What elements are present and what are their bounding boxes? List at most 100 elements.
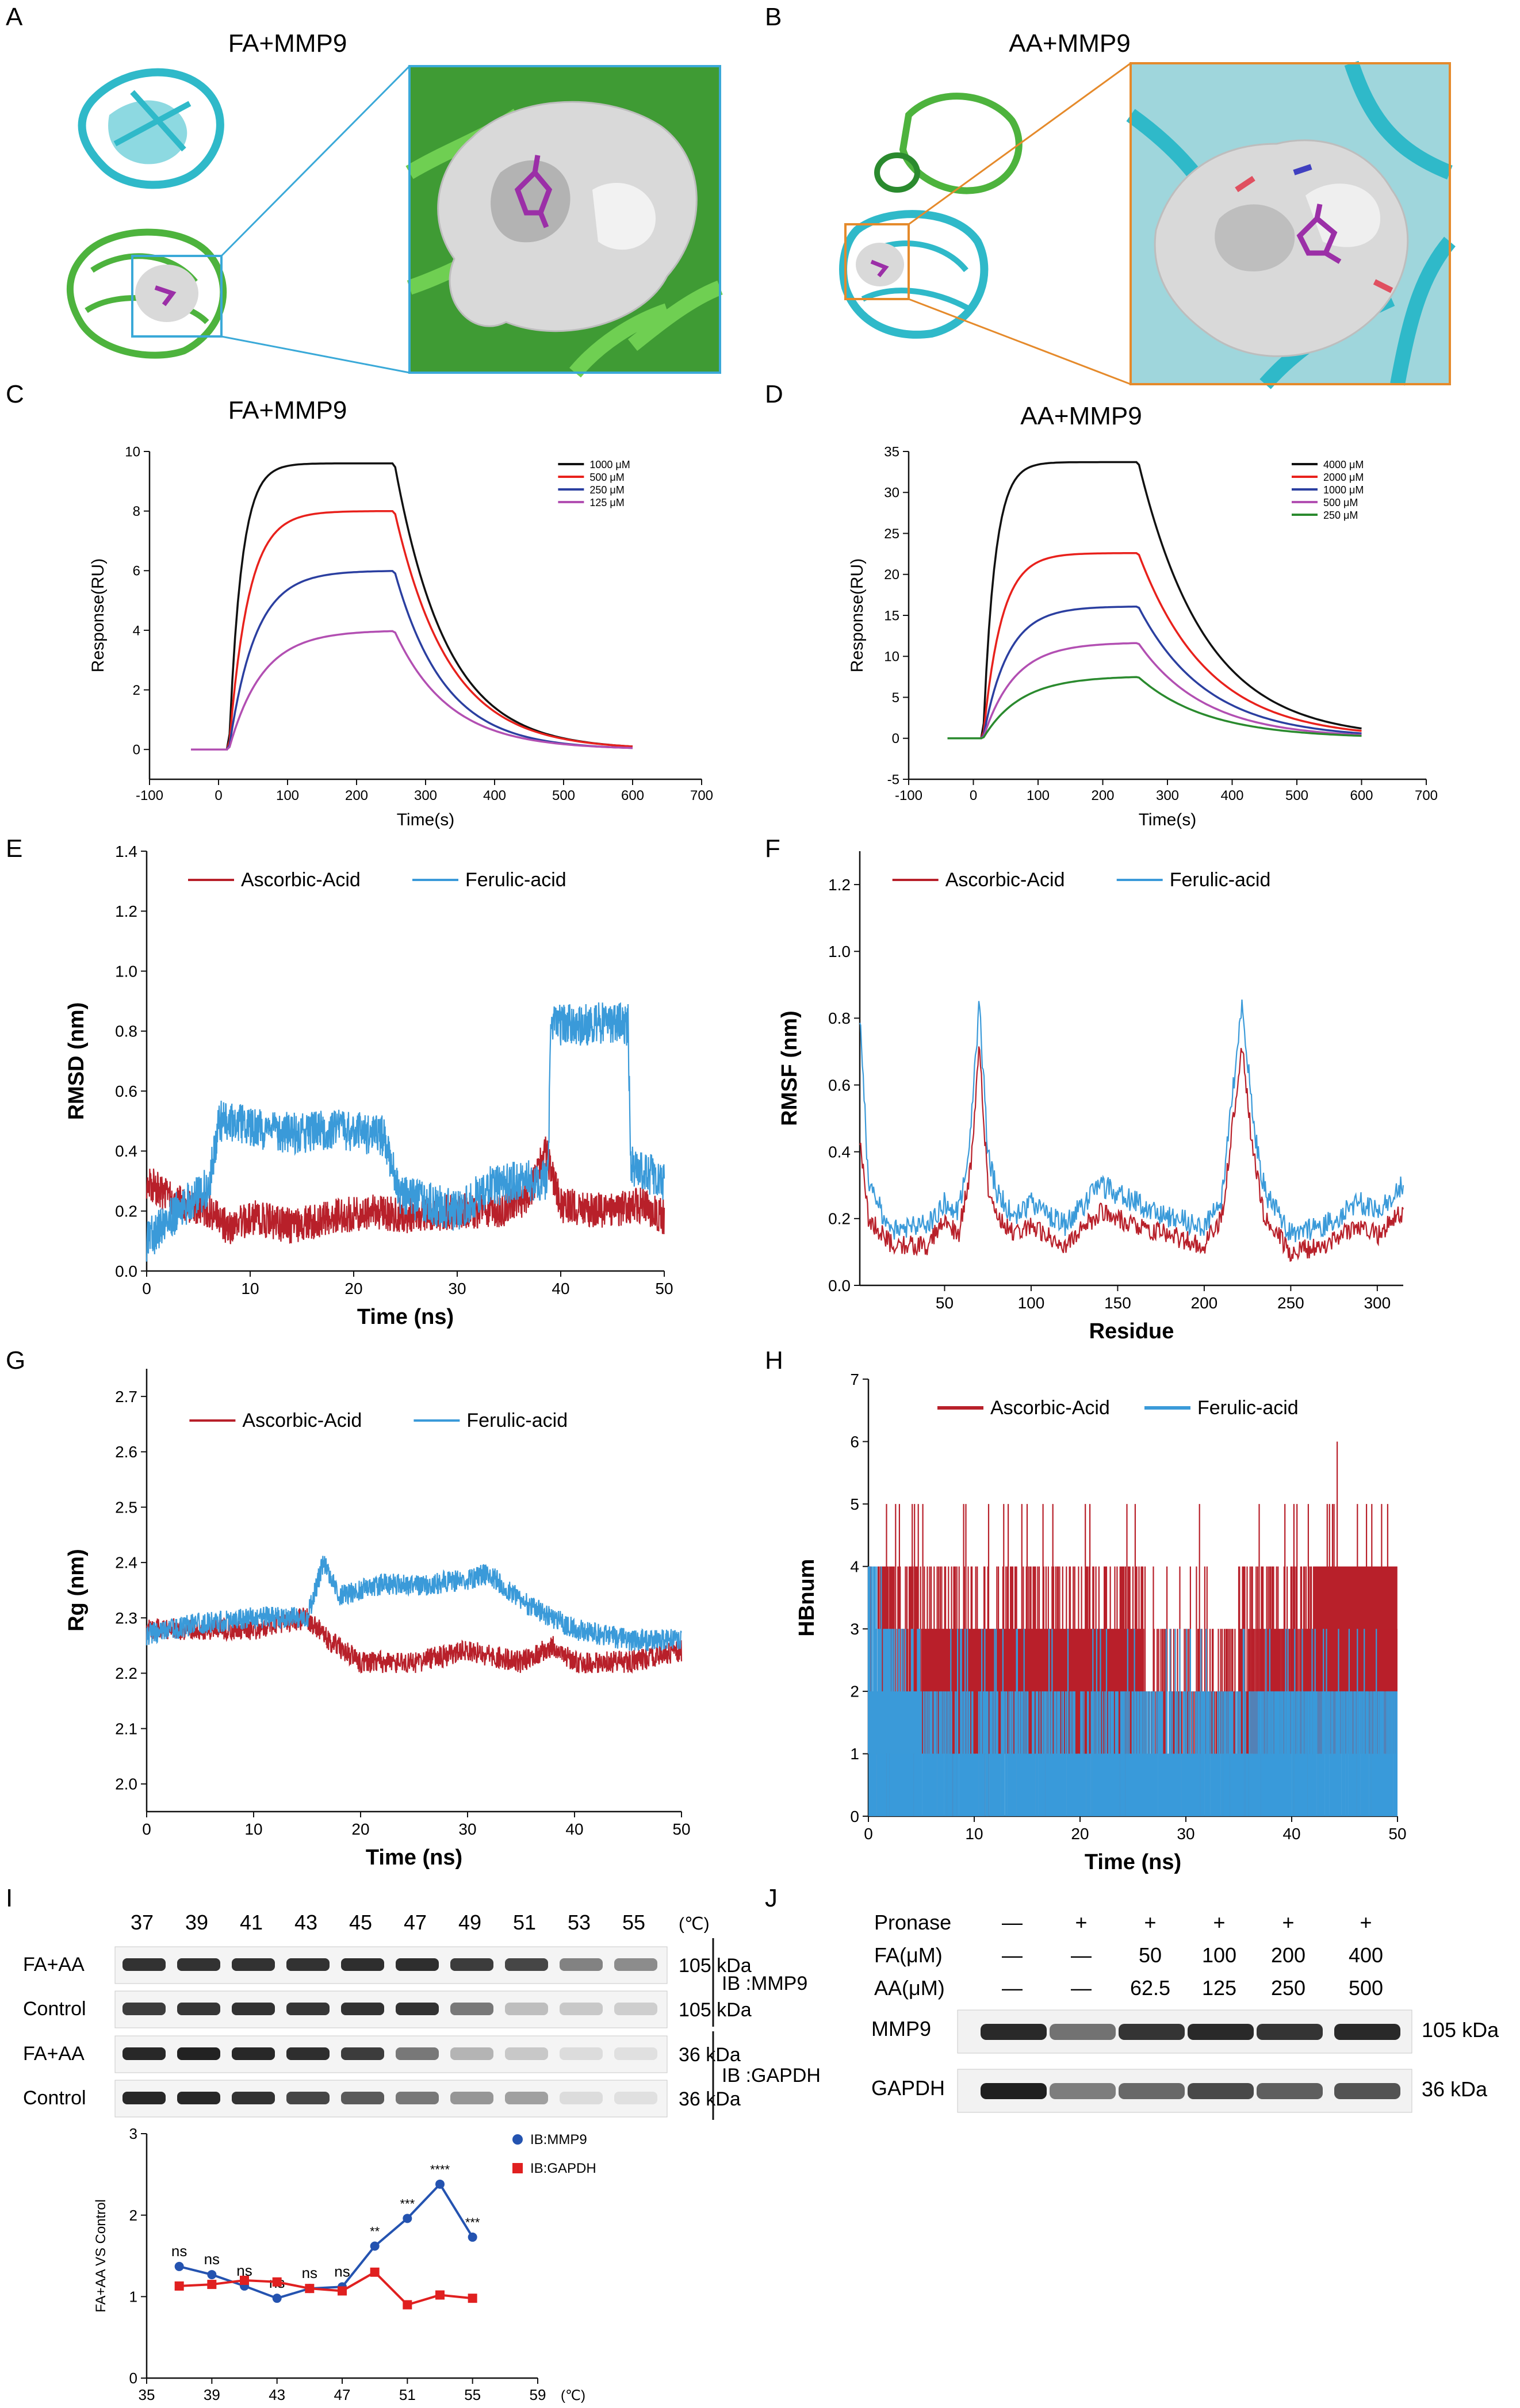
blot-i-cetsa: 37 39 41 43 45 47 49 51 53 55 (℃) FA+AA 105 kDa Contr… [23, 1911, 821, 2120]
x-tick-label: 500 [1285, 788, 1308, 803]
legend-label: 2000 μM [1323, 472, 1364, 483]
data-point [207, 2270, 217, 2280]
blot-band [341, 2047, 384, 2060]
data-point [272, 2294, 282, 2303]
legend-label: 125 μM [589, 497, 624, 508]
panel-letter-e: E [6, 834, 22, 863]
y-tick-label: 0 [892, 731, 899, 746]
panel-letter-i: I [6, 1884, 13, 1912]
blot-band [1188, 2083, 1254, 2099]
header-value: — [1002, 1976, 1023, 2000]
x-tick-label: 20 [351, 1820, 369, 1838]
header-value: 500 [1349, 1976, 1383, 2000]
data-point [403, 2214, 412, 2223]
header-value: + [1144, 1911, 1156, 1934]
y-axis-label: RMSF (nm) [778, 1010, 802, 1126]
hbond-band-red [921, 1629, 1144, 1691]
blot-band [286, 1958, 330, 1971]
y-tick-label: 1.2 [828, 876, 851, 894]
header-value: 400 [1349, 1943, 1383, 1967]
y-tick-label: 30 [884, 485, 899, 501]
header-value: 100 [1202, 1943, 1236, 1967]
x-tick-label: 300 [1364, 1294, 1391, 1312]
x-tick-label: 100 [276, 788, 299, 803]
significance-label: *** [465, 2215, 480, 2230]
x-tick-label: 100 [1027, 788, 1050, 803]
x-tick-label: 30 [448, 1280, 466, 1297]
series-line-250 μM [947, 676, 1362, 740]
legend-label: IB:GAPDH [530, 2161, 596, 2176]
x-axis-label: Time(s) [397, 810, 455, 829]
temp-label: 55 [622, 1911, 645, 1934]
y-tick-label: 3 [850, 1620, 859, 1638]
series-line-Ascorbic-Acid [859, 1046, 1404, 1262]
blot-band [1334, 2083, 1400, 2099]
blot-band [286, 2003, 330, 2015]
data-point [370, 2267, 380, 2277]
data-point [403, 2300, 412, 2310]
series-line-250 μM [191, 570, 633, 751]
x-tick-label: 100 [1018, 1294, 1045, 1312]
data-point [240, 2276, 249, 2285]
legend-label: IB:MMP9 [530, 2132, 587, 2147]
blot-band [396, 2003, 439, 2015]
x-tick-label: 10 [965, 1825, 983, 1843]
header-value: + [1213, 1911, 1225, 1934]
header-value: — [1071, 1976, 1092, 2000]
x-tick-label: 50 [655, 1280, 673, 1297]
y-tick-label: 0 [133, 742, 140, 758]
significance-label: ns [171, 2242, 187, 2260]
blot-band [177, 2047, 220, 2060]
x-tick-label: 10 [244, 1820, 262, 1838]
legend-label: Ascorbic-Acid [242, 1410, 362, 1431]
blot-j-darts: Pronase — + + + + + FA(μM) — — 50 100 200 400 AA(μM) — —… [871, 1911, 1499, 2113]
header-row-label: AA(μM) [874, 1976, 945, 2000]
y-tick-label: 0.0 [115, 1262, 137, 1280]
x-tick-label: 0 [142, 1820, 151, 1838]
x-tick-label: 500 [552, 788, 575, 803]
series-line-4000 μM [947, 461, 1362, 740]
temp-label: 39 [185, 1911, 208, 1934]
header-value: + [1282, 1911, 1294, 1934]
blot-band [1050, 2083, 1116, 2099]
header-value: 200 [1271, 1943, 1305, 1967]
y-tick-label: 35 [884, 444, 899, 460]
legend-label: Ferulic-acid [1170, 869, 1271, 891]
y-tick-label: 4 [850, 1558, 859, 1576]
legend-label: Ascorbic-Acid [990, 1397, 1110, 1419]
hbond-band-blue [1249, 1691, 1398, 1754]
panel-a-docking: FA+MMP9 [66, 29, 723, 378]
y-tick-label: 0.4 [115, 1142, 137, 1160]
x-tick-label: -100 [136, 788, 163, 803]
panel-letter-g: G [6, 1346, 25, 1375]
x-tick-label: 40 [1282, 1825, 1300, 1843]
y-tick-label: 2.2 [115, 1664, 137, 1682]
x-tick-label: 300 [414, 788, 437, 803]
x-tick-label: 20 [344, 1280, 362, 1297]
series-line-Ferulic-acid [859, 1000, 1404, 1242]
chart-e-rmsd: 0 10 20 30 40 50 0.0 0.2 0.4 0.6 0.8 1.0 1.2 1.4 Time … [64, 843, 673, 1329]
blot-band [341, 2003, 384, 2015]
blot-band [614, 2092, 657, 2104]
kda-label: 105 kDa [679, 1955, 752, 1977]
blot-band [1188, 2024, 1254, 2040]
temp-label: 49 [458, 1911, 481, 1934]
x-axis-label: Time (ns) [1085, 1850, 1181, 1874]
x-tick-label: 700 [690, 788, 713, 803]
blot-band [286, 2047, 330, 2060]
legend-label: 250 μM [589, 484, 624, 496]
x-tick-label: 47 [334, 2386, 351, 2403]
y-tick-label: 1 [850, 1745, 859, 1763]
blot-row-label: Control [23, 2087, 86, 2109]
temp-label: 53 [568, 1911, 591, 1934]
panel-letter-h: H [765, 1346, 783, 1375]
y-tick-label: 7 [850, 1370, 859, 1388]
header-row-label: FA(μM) [874, 1943, 943, 1967]
panel-letter-j: J [765, 1884, 778, 1912]
y-tick-label: 1 [129, 2288, 137, 2305]
header-value: — [1002, 1911, 1023, 1934]
header-value: 62.5 [1130, 1976, 1170, 2000]
y-tick-label: 1.4 [115, 843, 137, 860]
kda-label: 105 kDa [1422, 2018, 1499, 2042]
x-tick-label: -100 [895, 788, 922, 803]
